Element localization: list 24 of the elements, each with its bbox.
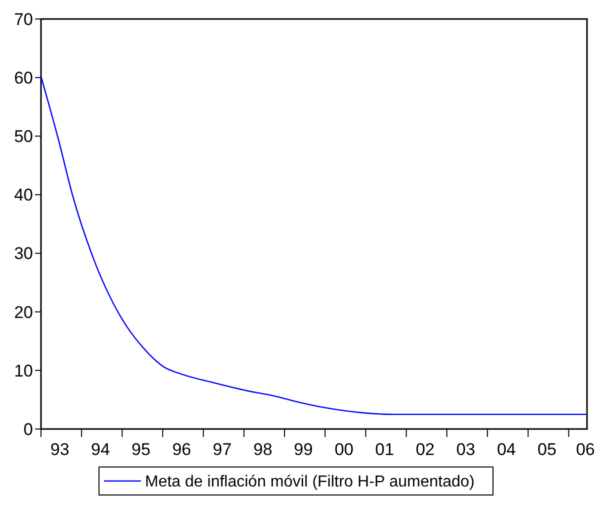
x-tick-label: 01 xyxy=(375,440,394,459)
x-tick-label: 93 xyxy=(50,440,70,459)
y-tick-label: 30 xyxy=(14,244,33,264)
x-tick-label: 98 xyxy=(253,440,272,459)
line-series xyxy=(40,76,587,416)
x-tick-label: 95 xyxy=(132,440,150,459)
x-tick-label: 99 xyxy=(294,440,313,459)
y-tick-label: 50 xyxy=(14,127,33,146)
legend-label: Meta de inflación móvil (Filtro H-P aumentado) xyxy=(145,474,475,491)
y-tick-label: 70 xyxy=(14,10,33,29)
y-tick-label: 40 xyxy=(14,186,33,205)
y-tick-label: 10 xyxy=(14,361,33,380)
y-tick-label: 60 xyxy=(14,68,33,88)
x-tick-label: 96 xyxy=(172,440,192,459)
y-tick-label: 0 xyxy=(24,420,33,439)
y-tick-label: 20 xyxy=(14,302,33,322)
x-tick-label: 04 xyxy=(496,440,516,459)
x-tick-label: 02 xyxy=(416,440,435,459)
x-tick-label: 97 xyxy=(212,440,232,459)
x-tick-label: 06 xyxy=(576,440,595,459)
x-tick-label: 94 xyxy=(90,440,110,459)
x-tick-label: 03 xyxy=(456,440,476,459)
x-tick-label: 05 xyxy=(538,440,556,459)
x-tick-label: 00 xyxy=(334,440,354,459)
